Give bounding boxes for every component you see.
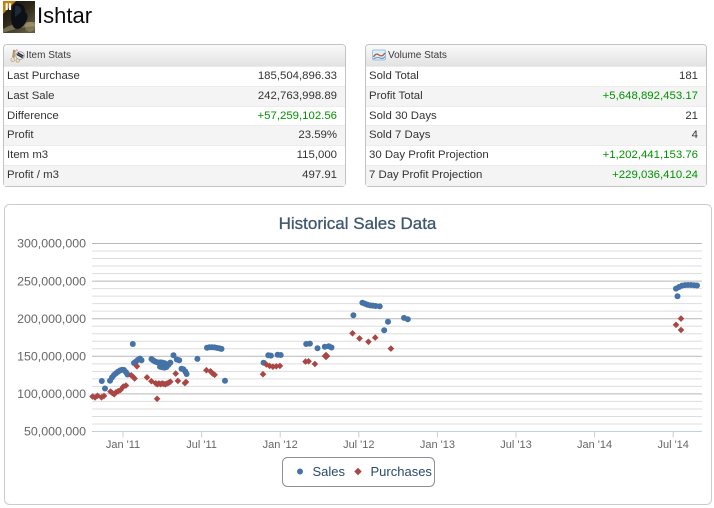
svg-text:Jul '13: Jul '13 [500,439,531,451]
svg-text:Jul '14: Jul '14 [657,439,688,451]
svg-text:250,000,000: 250,000,000 [17,274,86,288]
svg-text:Jan '14: Jan '14 [577,439,612,451]
svg-text:100,000,000: 100,000,000 [17,387,86,401]
svg-text:Jan '11: Jan '11 [106,439,140,451]
svg-text:Jan '13: Jan '13 [420,439,455,451]
svg-text:Sales: Sales [313,464,346,479]
svg-text:150,000,000: 150,000,000 [17,350,86,364]
svg-text:300,000,000: 300,000,000 [17,237,86,251]
svg-text:Jul '12: Jul '12 [343,439,374,451]
svg-text:Historical Sales Data: Historical Sales Data [279,214,437,233]
svg-text:Purchases: Purchases [371,464,433,479]
svg-text:Jan '12: Jan '12 [263,439,298,451]
svg-text:200,000,000: 200,000,000 [17,312,86,326]
svg-text:50,000,000: 50,000,000 [24,425,86,439]
svg-text:Jul '11: Jul '11 [186,439,217,451]
